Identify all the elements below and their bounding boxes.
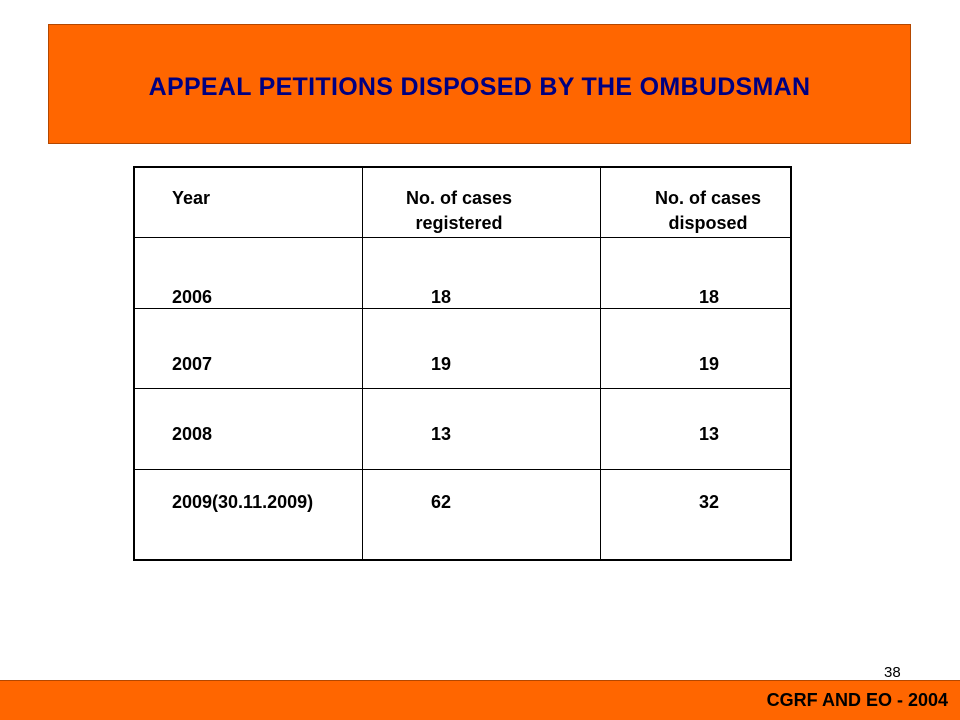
row-year: 2007	[172, 354, 213, 374]
row-registered: 62	[431, 492, 452, 512]
header-registered-line2: registered	[415, 213, 503, 233]
row-disposed: 18	[699, 287, 720, 307]
slide-title: APPEAL PETITIONS DISPOSED BY THE OMBUDSM…	[148, 72, 811, 101]
row-disposed: 32	[699, 492, 720, 512]
row-divider	[135, 237, 790, 238]
row-registered: 18	[431, 287, 452, 307]
data-table: Year No. of cases registered No. of case…	[133, 166, 792, 561]
row-divider	[135, 388, 790, 389]
row-disposed: 19	[699, 354, 720, 374]
column-divider	[600, 168, 601, 559]
row-registered: 13	[431, 424, 452, 444]
row-divider	[135, 308, 790, 309]
footer-bar: CGRF AND EO - 2004	[0, 680, 960, 720]
title-banner: APPEAL PETITIONS DISPOSED BY THE OMBUDSM…	[48, 24, 911, 144]
header-registered-line1: No. of cases	[405, 188, 513, 208]
column-divider	[362, 168, 363, 559]
row-registered: 19	[431, 354, 452, 374]
row-disposed: 13	[699, 424, 720, 444]
row-year: 2008	[172, 424, 213, 444]
row-divider	[135, 469, 790, 470]
footer-label: CGRF AND EO - 2004	[766, 690, 948, 710]
header-disposed-line1: No. of cases	[654, 188, 762, 208]
row-year: 2009(30.11.2009)	[172, 492, 314, 512]
header-year: Year	[172, 188, 211, 208]
row-year: 2006	[172, 287, 213, 307]
page-number: 38	[884, 664, 901, 681]
header-disposed-line2: disposed	[668, 213, 748, 233]
